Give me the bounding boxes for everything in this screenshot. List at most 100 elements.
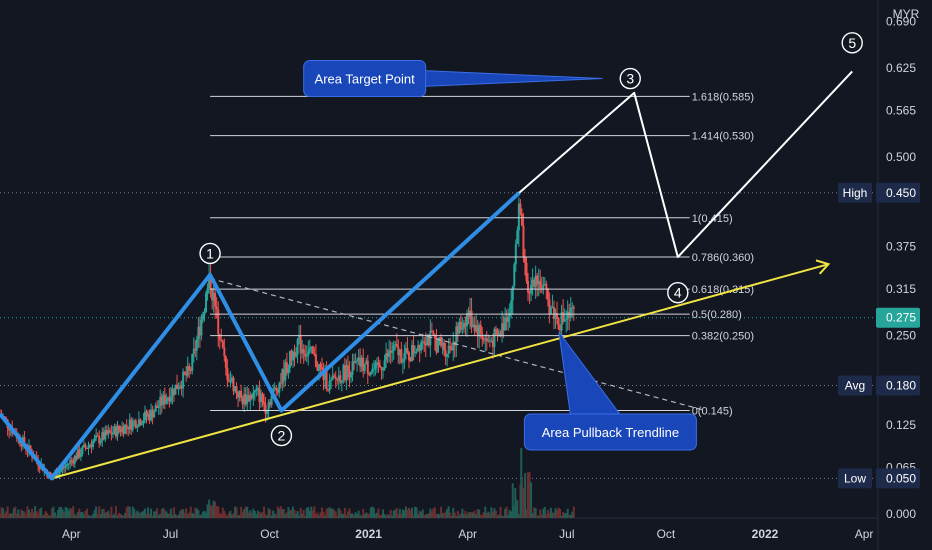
volume-bar: [331, 508, 334, 518]
volume-bar: [548, 513, 551, 518]
volume-bar: [134, 512, 137, 518]
candle-body: [76, 449, 79, 460]
volume-bar: [462, 514, 465, 518]
volume-bar: [444, 511, 447, 518]
volume-bar: [198, 514, 201, 518]
candle-body: [145, 411, 148, 417]
volume-bar: [89, 515, 92, 518]
volume-bar: [174, 514, 177, 518]
volume-bar: [414, 506, 417, 518]
candle-body: [360, 357, 363, 367]
candle-body: [224, 356, 227, 368]
volume-bar: [162, 508, 165, 518]
candle-body: [234, 386, 237, 392]
candle-body: [337, 375, 340, 381]
volume-bar: [316, 512, 319, 518]
candle-body: [501, 323, 504, 336]
volume-bar: [119, 513, 122, 518]
candle-body: [261, 393, 264, 403]
volume-bar: [208, 499, 211, 518]
fib-label-0.382: 0.382(0.250): [692, 331, 754, 343]
volume-bar: [568, 514, 571, 518]
volume-bar: [540, 514, 543, 518]
volume-bar: [169, 508, 172, 518]
candle-body: [304, 353, 307, 357]
volume-bar: [244, 506, 247, 518]
candle-body: [571, 307, 574, 309]
candle-body: [212, 292, 215, 301]
volume-bar: [397, 514, 400, 518]
volume-bar: [177, 514, 180, 518]
candle-body: [432, 332, 435, 336]
candle-body: [436, 338, 439, 353]
volume-bar: [328, 507, 331, 518]
volume-bar: [50, 508, 53, 518]
time-axis[interactable]: Apr Jul Oct 2021 Apr Jul Oct 2022 Apr: [0, 517, 878, 541]
volume-bar: [168, 513, 171, 518]
candle-body: [354, 361, 357, 363]
candle-body: [198, 326, 201, 336]
candle-body: [197, 326, 200, 340]
volume-bar: [104, 512, 107, 518]
candle-body: [119, 429, 122, 432]
candle-body: [504, 317, 507, 331]
volume-bar: [307, 507, 310, 518]
volume-bar: [159, 513, 162, 518]
candle-body: [183, 371, 186, 374]
volume-bar: [388, 514, 391, 518]
candle-body: [273, 387, 276, 390]
volume-bar: [35, 511, 38, 518]
volume-bar: [6, 506, 9, 518]
candle-body: [459, 321, 462, 330]
volume-bar: [34, 506, 37, 518]
price-axis[interactable]: MYR0.0000.0650.1250.1800.2500.3150.3750.…: [877, 0, 920, 550]
volume-bar: [214, 501, 217, 518]
volume-bar: [409, 509, 412, 518]
candle-body: [186, 366, 189, 376]
wave-label-circle-5: [841, 32, 863, 54]
candle-body: [386, 353, 389, 357]
volume-bar: [131, 506, 134, 518]
avg-marker-box: [876, 375, 920, 396]
candle-body: [424, 343, 427, 346]
target-callout-text: Area Target Point: [315, 72, 416, 87]
candle-body: [330, 379, 333, 381]
candle-body: [93, 438, 96, 442]
candle-body: [339, 375, 342, 383]
candle-body: [572, 307, 575, 309]
volume-bar: [478, 509, 481, 518]
high-marker-value: 0.450: [886, 186, 916, 200]
volume-bar: [317, 515, 320, 518]
volume-bar: [267, 508, 270, 518]
candle-body: [58, 471, 61, 476]
volume-bar: [485, 512, 488, 518]
candle-body: [470, 310, 473, 327]
volume-bar: [240, 506, 243, 518]
candle-body: [165, 399, 168, 404]
volume-bar: [432, 508, 435, 518]
volume-bar: [366, 513, 369, 518]
candle-body: [214, 292, 217, 307]
fib-label-1: 1(0.415): [692, 213, 733, 225]
low-marker-box: [876, 468, 920, 489]
volume-bar: [345, 514, 348, 518]
candle-body: [121, 426, 124, 432]
candle-body: [159, 396, 162, 407]
candle-body: [440, 336, 443, 346]
volume-bar: [205, 512, 208, 518]
candle-body: [201, 314, 204, 320]
volume-bar: [255, 514, 258, 518]
volume-bar: [440, 506, 443, 518]
volume-bar: [418, 510, 421, 518]
volume-bar: [498, 514, 501, 518]
avg-marker-tag: [838, 375, 872, 396]
candle-body: [491, 340, 494, 347]
candle-body: [528, 292, 531, 294]
volume-bar: [491, 511, 494, 518]
volume-bar: [64, 506, 67, 518]
candle-body: [243, 394, 246, 405]
candle-body: [539, 280, 542, 289]
volume-bar: [502, 515, 505, 518]
volume-bar: [296, 511, 299, 518]
